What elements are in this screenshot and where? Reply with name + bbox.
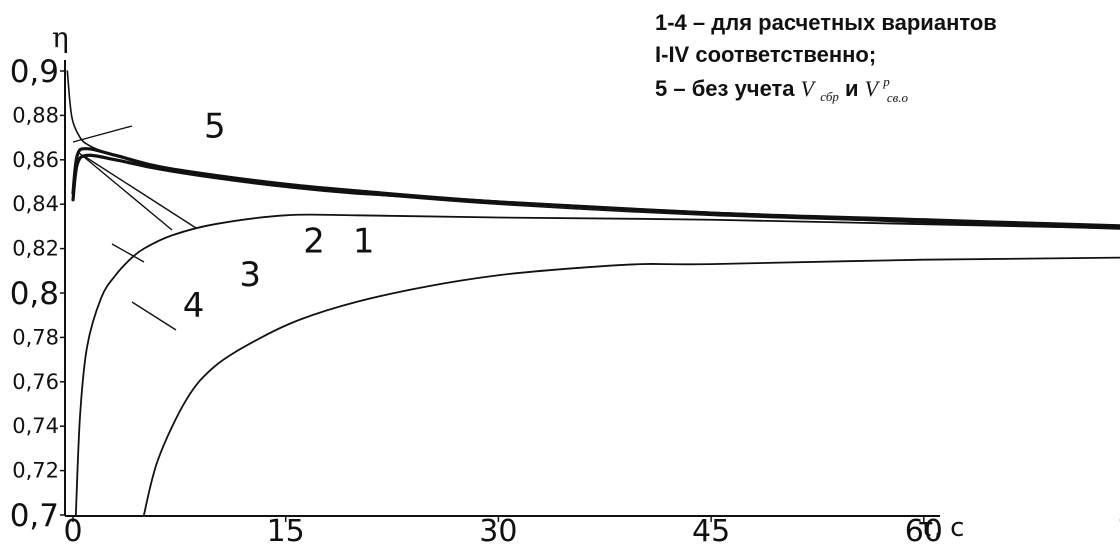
legend-var-v-sbr: V: [801, 76, 817, 101]
x-tick-label: 0: [63, 514, 82, 546]
curve-label-4: 4: [183, 286, 205, 326]
axes: [64, 60, 940, 517]
curve-1-leader: [83, 155, 197, 229]
legend-line-2: I-IV соответственно;: [655, 42, 876, 67]
legend-line-1: 1-4 – для расчетных вариантов: [655, 10, 997, 35]
x-tick-label: 60: [905, 514, 943, 546]
y-tick-label: 0,74: [12, 414, 59, 438]
y-tick-label: 0,7: [10, 498, 59, 534]
legend-line-3: 5 – без учета V сбр и V р св.о: [655, 66, 909, 106]
y-tick-label: 0,82: [12, 237, 59, 261]
curve-label-5: 5: [204, 106, 226, 146]
x-tick-label: 45: [692, 514, 730, 546]
series-line-3: [74, 213, 1120, 516]
legend-sup-p: р: [882, 74, 890, 89]
curve-labels: 5 2 1 34: [72, 106, 375, 331]
legend: 1-4 – для расчетных вариантов I-IV соотв…: [655, 10, 997, 106]
ticks: 0,7 0,72 0,74 0,76 0,78 0,8 0,82 0,84 0,86 0,88 0,…: [10, 54, 1120, 546]
legend-conj: и: [845, 76, 865, 101]
y-tick-label: 0,8: [10, 276, 59, 312]
y-tick-label: 0,72: [12, 459, 59, 483]
series-line-4: [143, 256, 1120, 516]
series-line-5: [66, 70, 1120, 229]
curve-4-leader: [131, 301, 177, 331]
y-tick-label: 0,88: [12, 103, 59, 127]
legend-sub-sv-o: св.о: [887, 90, 909, 105]
x-tick-label: 75: [1117, 514, 1120, 546]
legend-line-3-prefix: 5 – без учета: [655, 76, 801, 101]
x-tick-label: 30: [479, 514, 517, 546]
legend-sub-sbr: сбр: [820, 89, 839, 104]
curve-5-leader: [72, 125, 133, 143]
y-tick-label: 0,86: [12, 148, 59, 172]
y-axis-label: η: [52, 21, 69, 54]
y-tick-label: 0,9: [10, 54, 59, 90]
curve-label-1: 1: [353, 222, 375, 262]
y-tick-label: 0,84: [12, 192, 59, 216]
curve-label-3: 3: [239, 255, 261, 295]
series: [66, 70, 1120, 516]
y-tick-label: 0,78: [12, 325, 59, 349]
curve-2-leader: [77, 151, 173, 231]
x-tick-label: 15: [267, 514, 305, 546]
y-tick-label: 0,76: [12, 370, 59, 394]
curve-label-2: 2: [303, 222, 325, 262]
curve-3-leader: [111, 243, 145, 263]
x-axis-label: τ, с: [918, 513, 964, 543]
legend-var-v-sv: V: [865, 76, 881, 101]
